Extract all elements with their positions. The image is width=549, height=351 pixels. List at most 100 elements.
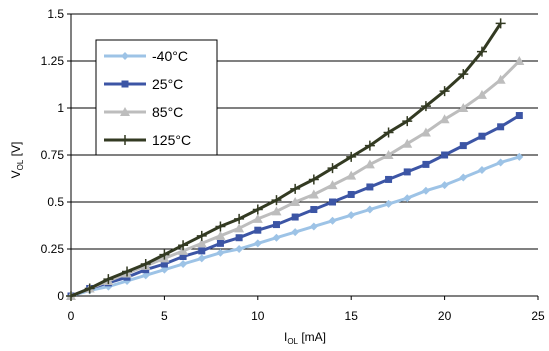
data-point <box>366 183 374 191</box>
x-tick-label: 0 <box>68 309 75 323</box>
data-point <box>364 140 375 151</box>
data-point <box>196 230 207 241</box>
data-point <box>441 151 449 159</box>
data-point <box>290 183 301 194</box>
x-tick-label: 25 <box>531 309 545 323</box>
data-point <box>459 173 468 182</box>
series-line <box>70 155 520 298</box>
data-point <box>422 160 430 168</box>
data-point <box>290 197 301 206</box>
data-point <box>420 127 431 137</box>
data-point <box>291 228 300 237</box>
data-point <box>403 194 412 203</box>
data-point <box>309 222 318 231</box>
legend-box <box>95 39 218 156</box>
data-point <box>458 103 469 112</box>
x-tick-label: 15 <box>345 309 359 323</box>
data-point <box>141 271 150 280</box>
data-point <box>216 248 225 257</box>
data-point <box>347 211 356 220</box>
data-point <box>478 132 486 140</box>
data-point <box>420 101 431 112</box>
data-point <box>197 254 206 263</box>
legend-label: 125°C <box>152 132 191 148</box>
legend-label: 25°C <box>152 76 183 92</box>
data-point <box>66 291 76 301</box>
data-point <box>477 166 486 175</box>
data-point <box>308 189 319 199</box>
data-point <box>272 221 280 229</box>
y-tick-label: 0.25 <box>41 242 65 256</box>
series-diamond <box>67 152 524 300</box>
data-point <box>515 152 524 161</box>
data-point <box>310 206 318 214</box>
data-point <box>364 159 375 169</box>
x-tick-labels: 0 5 10 15 20 25 <box>68 309 545 323</box>
y-tick-labels: 0 0.25 0.5 0.75 1 1.25 1.5 <box>41 7 65 303</box>
series-line <box>70 22 502 298</box>
data-point <box>235 234 243 242</box>
y-tick-label: 1.5 <box>47 7 64 21</box>
y-tick-label: 0.5 <box>47 195 64 209</box>
data-point <box>402 116 413 127</box>
data-point <box>179 260 188 269</box>
data-point <box>140 259 151 270</box>
x-axis-label-sub: OL <box>287 337 298 346</box>
y-tick-label: 0.75 <box>41 148 65 162</box>
data-point <box>439 114 450 124</box>
data-point <box>329 198 337 206</box>
x-tick-label: 10 <box>251 309 265 323</box>
data-point <box>421 186 430 195</box>
legend-label: 85°C <box>152 104 183 120</box>
x-axis-label-unit: [mA] <box>298 330 326 344</box>
data-point <box>403 168 411 176</box>
data-point <box>272 233 281 242</box>
data-point <box>271 195 282 206</box>
data-point <box>495 18 506 29</box>
x-axis-label: IOL [mA] <box>284 330 326 346</box>
data-point <box>122 266 133 277</box>
data-point <box>365 205 374 214</box>
y-tick-label: 1 <box>57 101 64 115</box>
data-point <box>458 69 469 80</box>
data-point <box>496 158 505 167</box>
data-point <box>252 213 263 223</box>
data-point <box>234 223 245 233</box>
data-point <box>103 274 114 285</box>
data-point <box>346 170 357 180</box>
x-tick-label: 5 <box>161 309 168 323</box>
y-axis-label-main: V <box>9 170 23 178</box>
data-point <box>383 150 394 159</box>
data-point <box>439 86 450 97</box>
data-point <box>495 74 506 84</box>
data-point <box>178 240 189 251</box>
y-axis-label-unit: [V] <box>9 142 23 160</box>
data-point <box>383 127 394 138</box>
data-point <box>178 245 189 255</box>
legend-label: -40°C <box>152 48 188 64</box>
data-point <box>291 213 299 221</box>
series-group <box>66 18 525 301</box>
data-point <box>216 239 224 247</box>
data-point <box>253 239 262 248</box>
y-tick-label: 0 <box>57 289 64 303</box>
data-point <box>402 138 413 148</box>
data-point <box>252 204 263 215</box>
data-point <box>160 260 168 268</box>
data-point <box>347 190 355 198</box>
data-point <box>327 163 338 174</box>
y-tick-label: 1.25 <box>41 54 65 68</box>
data-point <box>179 253 187 261</box>
data-point <box>196 238 207 248</box>
x-tick-label: 20 <box>438 309 452 323</box>
data-point <box>476 89 487 99</box>
data-point <box>84 283 95 294</box>
data-point <box>160 265 169 274</box>
data-point <box>385 175 393 183</box>
data-point <box>497 123 505 131</box>
data-point <box>215 221 226 232</box>
data-point <box>308 174 319 185</box>
data-point <box>459 142 467 150</box>
legend-swatch-marker <box>121 80 129 88</box>
